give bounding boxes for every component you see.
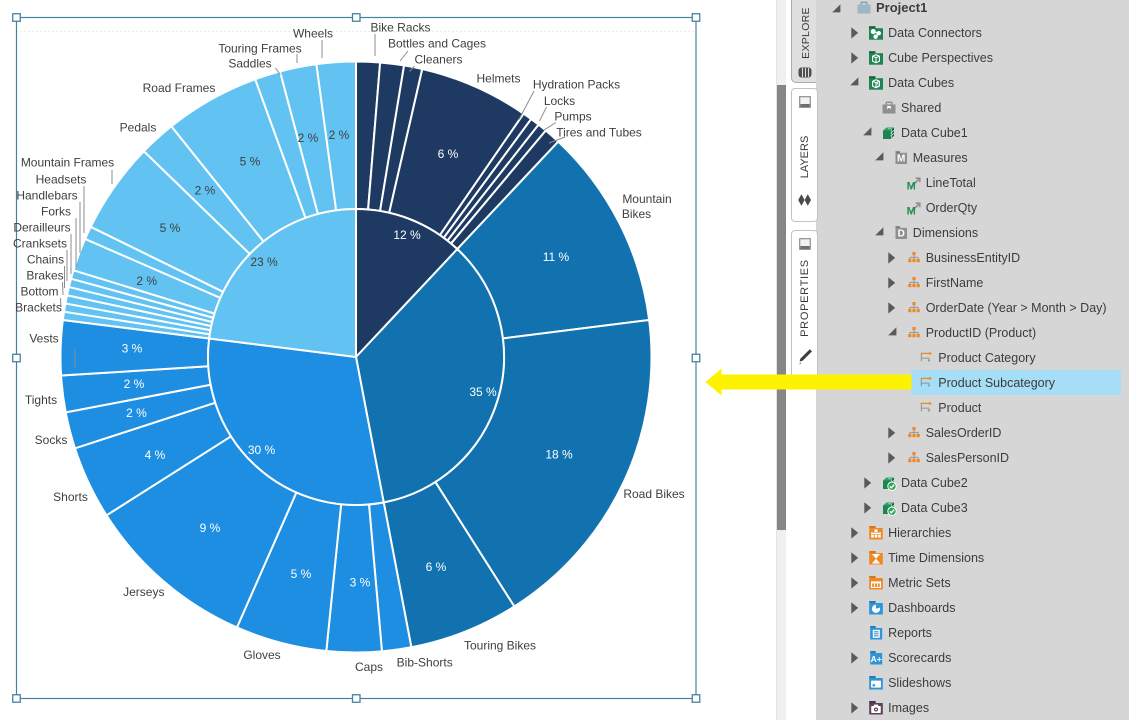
svg-text:Handlebars: Handlebars (16, 189, 77, 203)
svg-text:3 %: 3 % (350, 576, 371, 590)
svg-text:35 %: 35 % (469, 385, 497, 399)
svg-text:2 %: 2 % (136, 274, 157, 288)
svg-text:Gloves: Gloves (243, 648, 280, 662)
svg-text:Pedals: Pedals (120, 121, 157, 135)
svg-text:Tights: Tights (25, 393, 57, 407)
svg-text:5 %: 5 % (160, 221, 181, 235)
svg-text:11 %: 11 % (543, 250, 570, 264)
svg-text:Mountain Frames: Mountain Frames (21, 156, 114, 170)
svg-text:Touring Bikes: Touring Bikes (464, 639, 536, 653)
svg-text:Bib-Shorts: Bib-Shorts (397, 656, 453, 670)
svg-text:Road Frames: Road Frames (143, 81, 216, 95)
svg-text:M: M (906, 180, 915, 191)
svg-text:Touring Frames: Touring Frames (218, 42, 301, 56)
svg-text:Bikes: Bikes (622, 207, 651, 221)
svg-text:D: D (897, 229, 904, 240)
svg-text:30 %: 30 % (248, 443, 276, 457)
svg-text:5 %: 5 % (240, 155, 261, 169)
svg-text:Socks: Socks (35, 433, 68, 447)
svg-text:2 %: 2 % (124, 377, 145, 391)
svg-text:M: M (906, 205, 915, 216)
svg-text:12 %: 12 % (393, 228, 421, 242)
svg-text:Caps: Caps (355, 660, 383, 674)
svg-text:2 %: 2 % (298, 131, 319, 145)
svg-text:6 %: 6 % (438, 147, 459, 161)
svg-text:Bottom: Bottom (20, 285, 58, 299)
svg-text:Mountain: Mountain (622, 192, 671, 206)
svg-text:Chains: Chains (27, 253, 64, 267)
svg-text:Brackets: Brackets (15, 301, 62, 315)
svg-text:Helmets: Helmets (476, 72, 520, 86)
svg-text:Bottles and Cages: Bottles and Cages (388, 37, 486, 51)
svg-text:6 %: 6 % (426, 560, 447, 574)
svg-text:Cranksets: Cranksets (13, 237, 67, 251)
svg-text:Saddles: Saddles (228, 57, 271, 71)
svg-text:4 %: 4 % (145, 448, 166, 462)
svg-text:Vests: Vests (29, 332, 58, 346)
svg-text:Pumps: Pumps (554, 110, 591, 124)
svg-text:Road Bikes: Road Bikes (623, 487, 684, 501)
svg-text:3 %: 3 % (122, 342, 143, 356)
svg-text:9 %: 9 % (200, 521, 221, 535)
svg-text:Derailleurs: Derailleurs (13, 221, 70, 235)
svg-text:2 %: 2 % (126, 406, 147, 420)
svg-text:Hydration Packs: Hydration Packs (533, 78, 620, 92)
svg-text:23 %: 23 % (250, 255, 278, 269)
svg-text:Forks: Forks (41, 205, 71, 219)
svg-text:Jerseys: Jerseys (123, 585, 164, 599)
svg-text:A+: A+ (871, 654, 882, 664)
svg-text:Locks: Locks (544, 94, 575, 108)
svg-text:Shorts: Shorts (53, 490, 88, 504)
svg-text:2 %: 2 % (195, 184, 216, 198)
svg-text:Wheels: Wheels (293, 27, 333, 41)
svg-text:2 %: 2 % (329, 128, 350, 142)
svg-text:M: M (897, 154, 905, 165)
svg-text:Brakes: Brakes (26, 269, 63, 283)
svg-text:5 %: 5 % (291, 567, 312, 581)
svg-text:Headsets: Headsets (36, 173, 87, 187)
svg-text:18 %: 18 % (545, 448, 573, 462)
svg-text:Bike Racks: Bike Racks (370, 21, 430, 35)
svg-text:Cleaners: Cleaners (414, 53, 462, 67)
svg-text:Tires and Tubes: Tires and Tubes (556, 126, 642, 140)
